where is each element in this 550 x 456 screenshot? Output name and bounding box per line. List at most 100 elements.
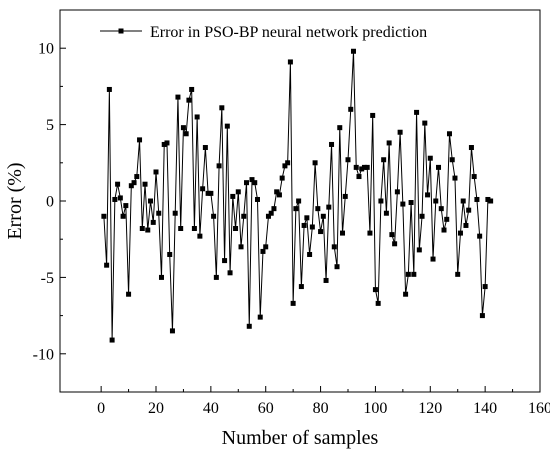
y-tick-label: -5: [41, 270, 54, 287]
data-point: [274, 189, 280, 195]
data-point: [164, 140, 170, 146]
y-tick-label: 5: [46, 117, 54, 134]
data-point: [416, 247, 422, 253]
data-point: [150, 219, 156, 225]
data-point: [345, 157, 351, 163]
data-point: [117, 195, 123, 201]
data-point: [244, 180, 250, 186]
data-point: [219, 105, 225, 111]
data-point: [419, 213, 425, 219]
data-point: [230, 193, 236, 199]
data-point: [331, 244, 337, 250]
data-point: [148, 198, 154, 204]
data-point: [205, 190, 211, 196]
data-point: [186, 97, 192, 103]
data-point: [153, 169, 159, 175]
data-point: [282, 163, 288, 169]
data-point: [145, 227, 151, 233]
x-tick-label: 0: [97, 400, 105, 417]
data-point: [408, 200, 414, 206]
data-point: [309, 224, 315, 230]
data-point: [265, 213, 271, 219]
x-axis-title: Number of samples: [222, 427, 379, 449]
legend: Error in PSO-BP neural network predictio…: [100, 24, 427, 41]
data-point: [460, 198, 466, 204]
data-point: [463, 222, 469, 228]
data-point: [471, 174, 477, 180]
data-point: [101, 213, 107, 219]
data-point: [208, 190, 214, 196]
data-point: [249, 177, 255, 183]
data-point: [158, 274, 164, 280]
data-point: [397, 129, 403, 135]
data-point: [298, 284, 304, 290]
data-point: [455, 271, 461, 277]
data-point: [318, 229, 324, 235]
data-point: [430, 256, 436, 262]
data-point: [381, 157, 387, 163]
data-point: [112, 196, 118, 202]
data-point: [466, 207, 472, 213]
data-point: [175, 94, 181, 100]
data-point: [126, 291, 132, 297]
data-point: [337, 125, 343, 131]
data-point: [285, 160, 291, 166]
data-point: [156, 210, 162, 216]
data-point: [315, 206, 321, 212]
data-point: [287, 59, 293, 65]
data-point: [342, 193, 348, 199]
data-point: [227, 270, 233, 276]
data-point: [386, 140, 392, 146]
data-point: [263, 244, 269, 250]
data-point: [457, 230, 463, 236]
data-point: [350, 48, 356, 54]
data-point: [427, 155, 433, 161]
data-point: [213, 274, 219, 280]
y-tick-label: -10: [33, 346, 54, 363]
data-point: [235, 189, 241, 195]
data-point: [403, 291, 409, 297]
data-point: [479, 313, 485, 319]
data-point: [329, 141, 335, 147]
data-point: [268, 210, 274, 216]
x-tick-label: 80: [313, 400, 329, 417]
data-point: [422, 120, 428, 126]
data-point: [224, 123, 230, 129]
data-point: [200, 186, 206, 192]
data-point: [425, 192, 431, 198]
data-point: [254, 196, 260, 202]
data-point: [194, 114, 200, 120]
data-point: [405, 271, 411, 277]
data-point: [241, 213, 247, 219]
data-point: [414, 109, 420, 115]
x-tick-label: 160: [528, 400, 550, 417]
data-point: [367, 230, 373, 236]
x-tick-label: 100: [363, 400, 387, 417]
data-point: [211, 213, 217, 219]
data-point: [189, 86, 195, 92]
x-tick-label: 60: [258, 400, 274, 417]
x-tick-label: 20: [148, 400, 164, 417]
data-point: [202, 145, 208, 151]
legend-label: Error in PSO-BP neural network predictio…: [150, 24, 427, 41]
data-point: [290, 300, 296, 306]
data-point: [183, 131, 189, 137]
data-point: [301, 222, 307, 228]
data-point: [449, 157, 455, 163]
data-point: [474, 196, 480, 202]
data-point: [216, 163, 222, 169]
data-point: [142, 181, 148, 187]
data-point: [128, 183, 134, 189]
data-point: [468, 145, 474, 151]
x-tick-label: 140: [473, 400, 497, 417]
data-point: [312, 160, 318, 166]
data-point: [222, 258, 228, 264]
data-point: [257, 314, 263, 320]
data-point: [161, 141, 167, 147]
data-point: [120, 213, 126, 219]
data-point: [167, 251, 173, 257]
data-point: [238, 244, 244, 250]
data-point: [169, 328, 175, 334]
plot-marks: [101, 48, 494, 343]
data-point: [340, 230, 346, 236]
